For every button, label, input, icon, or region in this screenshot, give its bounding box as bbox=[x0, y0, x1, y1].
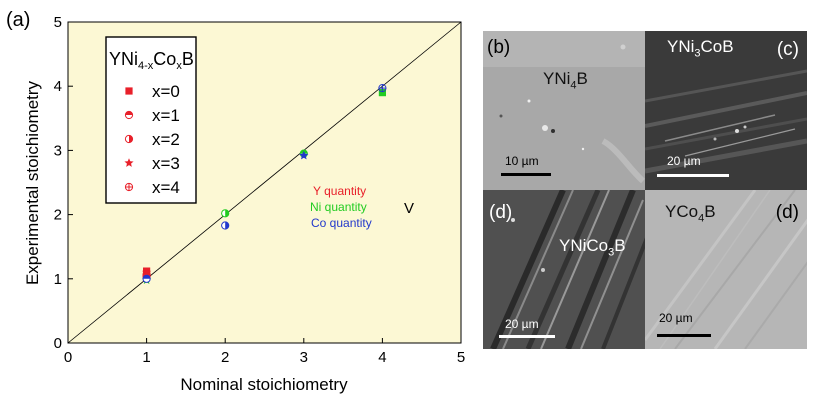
y-tick-label: 0 bbox=[54, 335, 62, 352]
micrograph-b-image bbox=[483, 31, 645, 190]
micrograph-d1: (d) YNiCo3B 20 µm bbox=[483, 190, 645, 349]
legend-box bbox=[105, 36, 197, 204]
legend-label-x4: x=4 bbox=[152, 178, 180, 197]
micrograph-d2: (d) YCo4B 20 µm bbox=[645, 190, 807, 349]
legend-label-x0: x=0 bbox=[152, 82, 180, 101]
micrograph-d1-compound: YNiCo3B bbox=[559, 236, 626, 259]
x-tick-label: 3 bbox=[300, 349, 308, 366]
color-key-y: Y quantity bbox=[313, 184, 366, 198]
data-point-ni-2 bbox=[221, 209, 230, 218]
micrograph-d1-scale-label: 20 µm bbox=[505, 317, 539, 331]
data-point-co-0 bbox=[142, 274, 151, 283]
legend-marker-half-circle-right bbox=[124, 134, 134, 144]
data-point-co-3 bbox=[378, 84, 387, 93]
y-axis-label: Experimental stoichiometry bbox=[23, 80, 42, 285]
x-tick-label: 0 bbox=[64, 349, 72, 366]
micrograph-d2-scale-label: 20 µm bbox=[659, 311, 693, 325]
legend: YNi4-xCoxB x=0 x=1 x=2 x=3 x=4 bbox=[105, 36, 197, 204]
data-point-ni-0 bbox=[378, 89, 386, 97]
panel-a-label: (a) bbox=[6, 9, 30, 31]
x-tick-label: 4 bbox=[378, 349, 386, 366]
micrograph-d2-compound: YCo4B bbox=[665, 202, 716, 225]
micrograph-c-compound: YNi3CoB bbox=[667, 37, 734, 60]
y-tick-label: 5 bbox=[54, 14, 62, 31]
micrograph-c-scale-bar bbox=[657, 174, 729, 177]
x-tick-label: 1 bbox=[142, 349, 150, 366]
x-tick-label: 5 bbox=[457, 349, 465, 366]
color-key-ni: Ni quantity bbox=[310, 200, 367, 214]
legend-marker-star bbox=[124, 158, 134, 167]
y-tick-label: 3 bbox=[54, 142, 62, 159]
axis-ticks: 0 1 2 3 4 5 0 1 2 3 4 5 bbox=[54, 14, 466, 366]
legend-title: YNi4-xCoxB bbox=[109, 49, 194, 72]
micrograph-b: (b) YNi4B 10 µm bbox=[483, 31, 645, 190]
micrograph-d1-image bbox=[483, 190, 645, 349]
legend-marker-half-circle-top bbox=[124, 110, 134, 120]
y-tick-label: 2 bbox=[54, 207, 62, 224]
micrograph-c-scale-label: 20 µm bbox=[667, 154, 701, 168]
color-key-co: Co quantity bbox=[311, 216, 372, 230]
data-point-co-2 bbox=[299, 150, 309, 160]
micrograph-c: (c) YNi3CoB 20 µm bbox=[645, 31, 807, 190]
micrograph-b-scale-bar bbox=[501, 173, 551, 176]
y-tick-label: 1 bbox=[54, 271, 62, 288]
annotation-v: V bbox=[404, 200, 414, 217]
micrograph-b-panel-label: (b) bbox=[487, 37, 511, 58]
data-points bbox=[142, 84, 387, 284]
micrograph-d2-scale-bar bbox=[657, 334, 711, 337]
y-tick-label: 4 bbox=[54, 78, 62, 95]
legend-label-x3: x=3 bbox=[152, 154, 180, 173]
legend-label-x2: x=2 bbox=[152, 130, 180, 149]
legend-marker-circle-plus bbox=[124, 182, 134, 192]
micrograph-d2-image bbox=[645, 190, 807, 349]
micrograph-d2-panel-label: (d) bbox=[775, 202, 799, 223]
micrograph-d1-panel-label: (d) bbox=[489, 202, 513, 223]
micrograph-c-panel-label: (c) bbox=[776, 39, 799, 60]
micrograph-c-image bbox=[645, 31, 807, 190]
reference-line bbox=[67, 21, 462, 344]
legend-marker-square bbox=[125, 87, 133, 95]
x-tick-label: 2 bbox=[221, 349, 229, 366]
color-key: Y quantity Ni quantity Co quantity bbox=[310, 184, 372, 230]
micrograph-d1-scale-bar bbox=[499, 335, 555, 338]
data-point-co-1 bbox=[221, 221, 230, 230]
legend-label-x1: x=1 bbox=[152, 106, 180, 125]
micrograph-b-scale-label: 10 µm bbox=[505, 154, 539, 168]
stoichiometry-chart: (a) 0 1 2 3 4 5 0 1 2 3 4 5 Nominal stoichiometry E… bbox=[6, 9, 466, 394]
x-axis-label: Nominal stoichiometry bbox=[180, 375, 348, 394]
micrograph-b-compound: YNi4B bbox=[543, 69, 588, 92]
